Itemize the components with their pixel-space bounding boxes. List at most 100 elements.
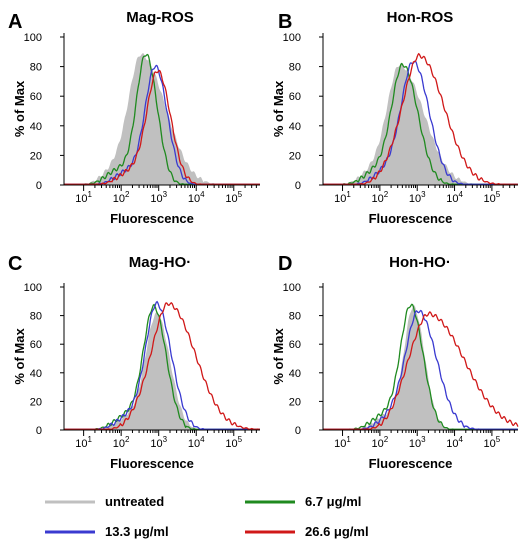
x-tick-exponent: 4 xyxy=(458,435,463,444)
legend-item: 6.7 μg/ml xyxy=(245,494,361,509)
x-tick-exponent: 3 xyxy=(421,190,426,199)
series-area-untreated xyxy=(64,53,260,185)
series-area-untreated xyxy=(64,312,260,430)
x-tick-label: 105 xyxy=(225,190,242,205)
x-tick-exponent: 4 xyxy=(458,190,463,199)
x-tick-label: 101 xyxy=(334,190,351,205)
x-axis-label: Fluorescence xyxy=(369,456,453,471)
legend-item: 13.3 μg/ml xyxy=(45,524,169,539)
y-tick-label: 60 xyxy=(30,91,42,103)
y-tick-label: 40 xyxy=(289,121,301,133)
y-tick-label: 0 xyxy=(36,425,42,437)
y-tick-label: 20 xyxy=(289,396,301,408)
y-tick-label: 100 xyxy=(283,282,301,294)
x-tick-label: 104 xyxy=(446,435,463,450)
x-tick-label: 104 xyxy=(188,190,205,205)
y-tick-label: 0 xyxy=(295,180,301,192)
x-tick-exponent: 3 xyxy=(163,435,168,444)
x-tick-exponent: 1 xyxy=(346,190,351,199)
y-tick-label: 100 xyxy=(283,32,301,44)
y-tick-label: 100 xyxy=(24,32,42,44)
x-tick-label: 101 xyxy=(334,435,351,450)
y-tick-label: 60 xyxy=(289,91,301,103)
y-tick-label: 100 xyxy=(24,282,42,294)
x-tick-label: 101 xyxy=(75,190,92,205)
x-tick-label: 105 xyxy=(484,190,501,205)
x-tick-exponent: 5 xyxy=(496,435,501,444)
chart-title: Hon-HO· xyxy=(389,254,451,271)
panel-letter: D xyxy=(278,253,292,275)
y-axis-label: % of Max xyxy=(12,80,27,137)
panel-letter: C xyxy=(8,253,22,275)
series-line-26-6-g-ml xyxy=(323,311,519,430)
x-tick-label: 103 xyxy=(150,435,167,450)
x-tick-exponent: 2 xyxy=(384,435,389,444)
x-tick-exponent: 1 xyxy=(346,435,351,444)
y-tick-label: 80 xyxy=(289,62,301,74)
panel-letter: B xyxy=(278,11,292,33)
y-axis-label: % of Max xyxy=(271,80,286,137)
x-tick-label: 103 xyxy=(409,435,426,450)
panel-letter: A xyxy=(8,11,22,33)
x-tick-label: 101 xyxy=(75,435,92,450)
panel-a: A Mag-ROS 0 20 40 60 80 100 101 102 103 104 105 Fluor… xyxy=(8,9,260,226)
x-tick-label: 102 xyxy=(372,190,389,205)
x-tick-label: 104 xyxy=(188,435,205,450)
y-tick-label: 0 xyxy=(36,180,42,192)
x-tick-exponent: 5 xyxy=(238,435,243,444)
series-line-26-6-g-ml xyxy=(64,69,260,185)
x-tick-label: 103 xyxy=(150,190,167,205)
y-tick-label: 80 xyxy=(30,62,42,74)
legend: untreated 6.7 μg/ml 13.3 μg/ml 26.6 μg/ml xyxy=(45,494,369,539)
y-axis-label: % of Max xyxy=(12,328,27,385)
x-tick-label: 105 xyxy=(484,435,501,450)
x-tick-exponent: 1 xyxy=(88,190,93,199)
y-tick-label: 60 xyxy=(289,339,301,351)
x-tick-exponent: 1 xyxy=(88,435,93,444)
y-tick-label: 20 xyxy=(30,396,42,408)
x-tick-exponent: 3 xyxy=(163,190,168,199)
x-tick-exponent: 5 xyxy=(238,190,243,199)
y-tick-label: 40 xyxy=(30,368,42,380)
y-tick-label: 40 xyxy=(289,368,301,380)
legend-item: 26.6 μg/ml xyxy=(245,524,369,539)
chart-title: Mag-ROS xyxy=(126,9,194,26)
y-tick-label: 0 xyxy=(295,425,301,437)
y-tick-label: 20 xyxy=(30,150,42,162)
legend-item: untreated xyxy=(45,494,164,509)
x-axis-label: Fluorescence xyxy=(110,211,194,226)
y-tick-label: 20 xyxy=(289,150,301,162)
y-tick-label: 80 xyxy=(289,311,301,323)
y-axis-label: % of Max xyxy=(271,328,286,385)
x-tick-label: 104 xyxy=(446,190,463,205)
y-tick-label: 40 xyxy=(30,121,42,133)
series-area-untreated xyxy=(323,305,518,430)
legend-label: 6.7 μg/ml xyxy=(305,494,361,509)
y-tick-label: 80 xyxy=(30,311,42,323)
legend-label: 13.3 μg/ml xyxy=(105,524,169,539)
legend-label: 26.6 μg/ml xyxy=(305,524,369,539)
series-line-26-6-g-ml xyxy=(323,52,518,185)
legend-label: untreated xyxy=(105,494,164,509)
panel-c: C Mag-HO· 0 20 40 60 80 100 101 102 103 104 105 Fluor… xyxy=(8,253,260,471)
x-tick-label: 103 xyxy=(409,190,426,205)
x-tick-exponent: 2 xyxy=(125,190,130,199)
x-tick-label: 102 xyxy=(113,190,130,205)
x-tick-exponent: 4 xyxy=(200,190,205,199)
panel-b: B Hon-ROS 0 20 40 60 80 100 101 102 103 104 105 Fluor… xyxy=(271,9,518,226)
x-axis-label: Fluorescence xyxy=(369,211,453,226)
x-tick-exponent: 3 xyxy=(421,435,426,444)
x-tick-label: 102 xyxy=(372,435,389,450)
chart-title: Mag-HO· xyxy=(129,254,192,271)
chart-title: Hon-ROS xyxy=(387,9,454,26)
panel-d: D Hon-HO· 0 20 40 60 80 100 101 102 103 104 105 Fluor… xyxy=(271,253,519,471)
x-tick-label: 105 xyxy=(225,435,242,450)
x-tick-exponent: 4 xyxy=(200,435,205,444)
x-tick-exponent: 2 xyxy=(384,190,389,199)
x-tick-label: 102 xyxy=(113,435,130,450)
y-tick-label: 60 xyxy=(30,339,42,351)
x-tick-exponent: 5 xyxy=(496,190,501,199)
series-line-26-6-g-ml xyxy=(64,301,260,430)
x-tick-exponent: 2 xyxy=(125,435,130,444)
